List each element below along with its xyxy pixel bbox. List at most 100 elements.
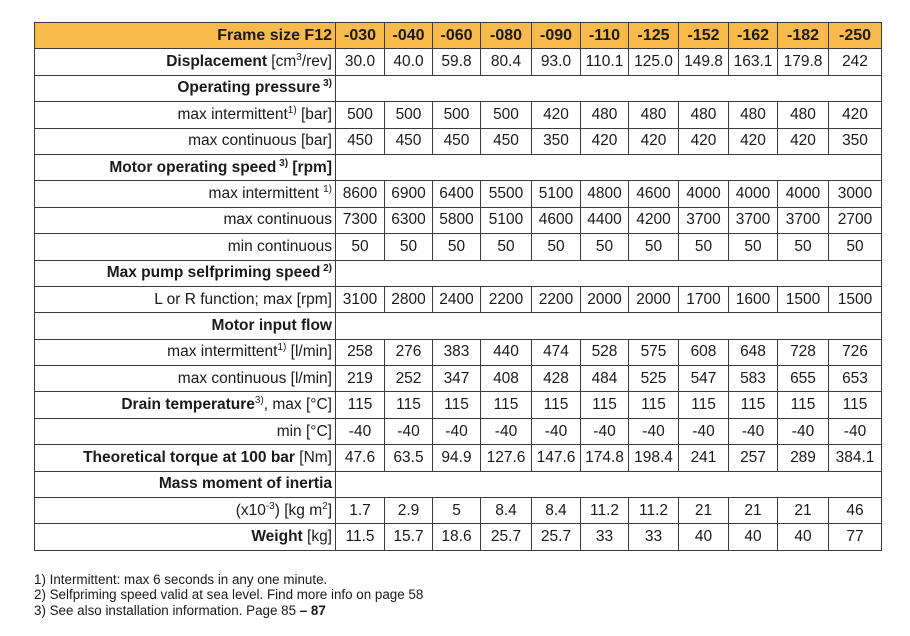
value-cell: 219 [335, 365, 385, 393]
value-cell: 5100 [480, 206, 532, 235]
value-cell: 115 [777, 391, 829, 419]
label-text: [cm [267, 53, 297, 71]
table-row: max continuous [l/min] 219 252 347 408 428 484… [34, 365, 882, 393]
value-cell: 33 [580, 523, 629, 551]
value-cell: 5 [432, 497, 481, 525]
value-cell: 5500 [480, 180, 532, 208]
value-cell: 21 [728, 497, 778, 525]
value-cell: 384.1 [828, 444, 882, 472]
frame-size-110: -110 [580, 21, 629, 50]
value-cell: 608 [678, 338, 729, 367]
value-cell: 127.6 [480, 444, 532, 472]
value-cell: 5100 [531, 180, 581, 208]
value-cell: 420 [628, 127, 679, 155]
value-cell: 6400 [432, 180, 481, 208]
value-cell: 480 [777, 101, 829, 129]
value-cell: -40 [678, 417, 729, 446]
value-cell: 653 [828, 365, 882, 393]
value-cell: 350 [531, 127, 581, 155]
label-text: min [°C] [276, 422, 332, 440]
value-cell: 2800 [384, 285, 433, 314]
label-text: max intermittent [167, 343, 278, 361]
value-cell: 4600 [628, 180, 679, 208]
label-text: Displacement [166, 53, 267, 71]
value-cell: 50 [828, 233, 882, 261]
value-cell: 163.1 [728, 48, 778, 76]
value-cell: 4600 [531, 206, 581, 235]
value-cell: 4400 [580, 206, 629, 235]
label-text: Motor operating speed [109, 158, 277, 176]
value-cell: 11.2 [580, 497, 629, 525]
value-cell: 50 [335, 233, 385, 261]
value-cell: 500 [480, 101, 532, 129]
label-text: Theoretical torque at 100 bar [83, 448, 295, 466]
value-cell: 500 [335, 101, 385, 129]
value-cell: 50 [777, 233, 829, 261]
table-row: max intermittent1) [bar] 500 500 500 500 420 4… [34, 101, 882, 129]
value-cell: 420 [728, 127, 778, 155]
value-cell: 383 [432, 338, 481, 367]
footnote-2: 2) Selfpriming speed valid at sea level.… [34, 587, 423, 602]
label-text: 2) Selfpriming speed valid at sea level.… [34, 587, 424, 603]
row-label: Max pump selfpriming speed 2) [34, 259, 336, 287]
frame-size-spec-table: Frame size F12 -030 -040 -060 -080 -090 -110-… [34, 21, 882, 551]
value-cell: 8.4 [531, 497, 581, 525]
row-label: Weight [kg] [34, 523, 336, 551]
row-label: max intermittent 1) [34, 180, 336, 208]
table-row: max intermittent 1) 8600 6900 6400 5500 5100 4… [34, 180, 882, 208]
value-cell: 2000 [628, 285, 679, 314]
row-label: Drain temperature3), max [°C] [34, 391, 336, 419]
value-cell: 80.4 [480, 48, 532, 76]
frame-size-080: -080 [480, 21, 532, 50]
value-cell: -40 [580, 417, 629, 446]
value-cell: 147.6 [531, 444, 581, 472]
value-cell: 428 [531, 365, 581, 393]
footnote-ref: 3) [320, 78, 332, 90]
value-cell: 257 [728, 444, 778, 472]
table-row: max continuous 7300 6300 5800 5100 4600 4400 42… [34, 206, 882, 235]
value-cell: -40 [777, 417, 829, 446]
value-cell: 4200 [628, 206, 679, 235]
value-cell: 30.0 [335, 48, 385, 76]
value-cell: 25.7 [480, 523, 532, 551]
footnote-ref: 3) [276, 157, 289, 169]
value-cell: -40 [728, 417, 778, 446]
value-cell: 50 [678, 233, 729, 261]
value-cell: 289 [777, 444, 829, 472]
footnote-ref: 2 [322, 500, 328, 512]
label-text: – 87 [299, 602, 326, 618]
value-cell: 115 [728, 391, 778, 419]
value-cell: -40 [531, 417, 581, 446]
label-text: [Nm] [294, 448, 332, 466]
label-text: [kg] [302, 528, 332, 546]
section-row: Mass moment of inertia [34, 470, 882, 499]
value-cell: 252 [384, 365, 433, 393]
value-cell: 115 [828, 391, 882, 419]
value-cell: 440 [480, 338, 532, 367]
value-cell: 40 [728, 523, 778, 551]
value-cell: 18.6 [432, 523, 481, 551]
row-label: Mass moment of inertia [34, 470, 336, 499]
value-cell: 1600 [728, 285, 778, 314]
footnote-3: 3) See also installation information. Pa… [34, 603, 423, 618]
value-cell: -40 [335, 417, 385, 446]
frame-size-250: -250 [828, 21, 882, 50]
value-cell: 575 [628, 338, 679, 367]
label-text: /rev] [301, 53, 332, 71]
row-label: max continuous [bar] [34, 127, 336, 155]
section-row: Motor operating speed 3) [rpm] [34, 153, 882, 182]
value-cell: 115 [384, 391, 433, 419]
value-cell: 350 [828, 127, 882, 155]
value-cell: 63.5 [384, 444, 433, 472]
value-cell: 50 [480, 233, 532, 261]
frame-size-162: -162 [728, 21, 778, 50]
table-row: L or R function; max [rpm] 3100 2800 2400 22… [34, 285, 882, 314]
label-text: Max pump selfpriming speed [106, 264, 321, 282]
value-cell: 420 [580, 127, 629, 155]
row-label: max continuous [l/min] [34, 365, 336, 393]
value-cell: 2.9 [384, 497, 433, 525]
label-text: Operating pressure [177, 79, 321, 97]
table-row: max continuous [bar] 450 450 450 450 350 420 42… [34, 127, 882, 155]
label-text: , max [°C] [263, 396, 332, 414]
value-cell: 25.7 [531, 523, 581, 551]
